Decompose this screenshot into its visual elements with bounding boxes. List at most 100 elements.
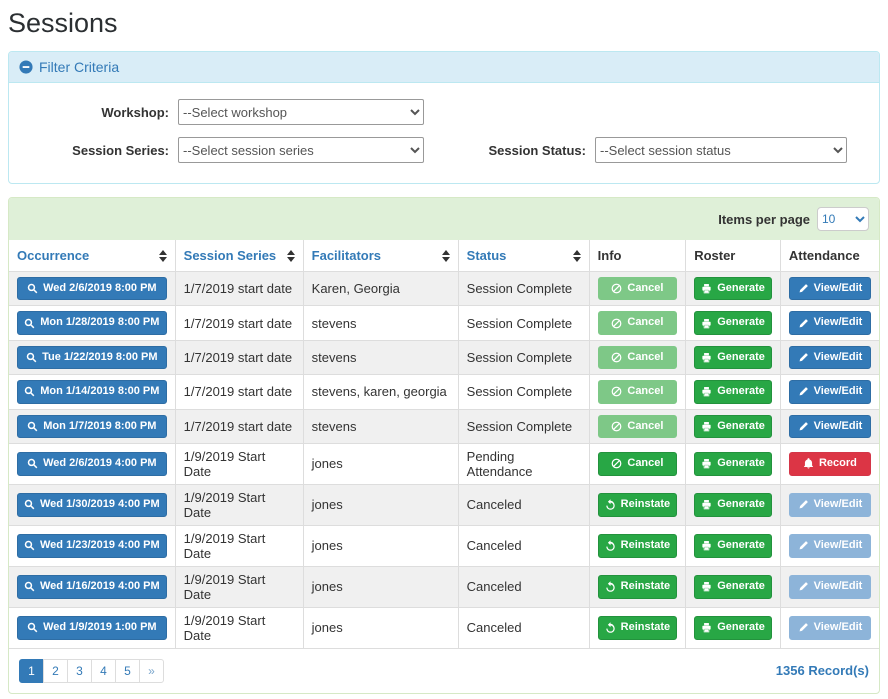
occurrence-cell: Wed 1/9/2019 1:00 PM	[9, 607, 175, 648]
record-attendance-button[interactable]: Record	[789, 452, 871, 475]
generate-roster-button[interactable]: Generate	[694, 616, 772, 639]
attendance-button-label: View/Edit	[814, 281, 863, 296]
view-edit-attendance-button: View/Edit	[789, 534, 871, 557]
roster-button-label: Generate	[717, 384, 765, 399]
view-edit-attendance-button[interactable]: View/Edit	[789, 415, 871, 438]
sort-icon[interactable]	[442, 250, 450, 262]
generate-roster-button[interactable]: Generate	[694, 575, 772, 598]
filter-criteria-header[interactable]: Filter Criteria	[9, 52, 879, 83]
sort-icon[interactable]	[159, 250, 167, 262]
pagination-page-3[interactable]: 3	[67, 659, 92, 683]
column-header-session-series[interactable]: Session Series	[175, 240, 303, 272]
info-cell: Cancel	[589, 306, 686, 340]
pagination-page-5[interactable]: 5	[115, 659, 140, 683]
printer-icon	[701, 540, 712, 551]
info-cell: Cancel	[589, 272, 686, 306]
search-icon	[26, 352, 37, 363]
cancel-button: Cancel	[598, 311, 678, 334]
ban-icon	[611, 386, 622, 397]
attendance-cell: View/Edit	[780, 484, 879, 525]
occurrence-button[interactable]: Wed 1/23/2019 4:00 PM	[17, 534, 167, 557]
attendance-cell: View/Edit	[780, 525, 879, 566]
minus-circle-icon[interactable]	[19, 60, 33, 74]
session-series-cell: 1/9/2019 Start Date	[175, 566, 303, 607]
roster-cell: Generate	[686, 306, 781, 340]
generate-roster-button[interactable]: Generate	[694, 493, 772, 516]
status-cell: Canceled	[458, 607, 589, 648]
pencil-icon	[798, 352, 809, 363]
session-series-select[interactable]: --Select session series	[178, 137, 424, 163]
pagination-page-2[interactable]: 2	[43, 659, 68, 683]
printer-icon	[701, 458, 712, 469]
status-cell: Session Complete	[458, 409, 589, 443]
occurrence-label: Wed 1/23/2019 4:00 PM	[40, 538, 160, 553]
table-row: Wed 1/9/2019 1:00 PM 1/9/2019 Start Date…	[9, 607, 879, 648]
occurrence-button[interactable]: Wed 1/9/2019 1:00 PM	[17, 616, 167, 639]
pencil-icon	[798, 421, 809, 432]
occurrence-button[interactable]: Tue 1/22/2019 8:00 PM	[17, 346, 167, 369]
generate-roster-button[interactable]: Generate	[694, 311, 772, 334]
sort-icon[interactable]	[573, 250, 581, 262]
reinstate-button[interactable]: Reinstate	[598, 616, 678, 639]
pagination-page-4[interactable]: 4	[91, 659, 116, 683]
roster-cell: Generate	[686, 375, 781, 409]
generate-roster-button[interactable]: Generate	[694, 346, 772, 369]
info-cell: Reinstate	[589, 566, 686, 607]
column-header-occurrence[interactable]: Occurrence	[9, 240, 175, 272]
sort-icon[interactable]	[287, 250, 295, 262]
pagination-page-1[interactable]: 1	[19, 659, 44, 683]
workshop-select[interactable]: --Select workshop	[178, 99, 424, 125]
pencil-icon	[798, 622, 809, 633]
occurrence-button[interactable]: Mon 1/28/2019 8:00 PM	[17, 311, 167, 334]
view-edit-attendance-button[interactable]: View/Edit	[789, 277, 871, 300]
column-header-status[interactable]: Status	[458, 240, 589, 272]
occurrence-button[interactable]: Mon 1/7/2019 8:00 PM	[17, 415, 167, 438]
occurrence-button[interactable]: Wed 1/16/2019 4:00 PM	[17, 575, 167, 598]
roster-button-label: Generate	[717, 620, 765, 635]
occurrence-button[interactable]: Wed 1/30/2019 4:00 PM	[17, 493, 167, 516]
roster-cell: Generate	[686, 272, 781, 306]
reinstate-button[interactable]: Reinstate	[598, 493, 678, 516]
printer-icon	[701, 352, 712, 363]
bell-icon	[803, 458, 814, 469]
undo-icon	[605, 581, 616, 592]
printer-icon	[701, 386, 712, 397]
occurrence-cell: Wed 1/30/2019 4:00 PM	[9, 484, 175, 525]
session-series-cell: 1/9/2019 Start Date	[175, 443, 303, 484]
occurrence-cell: Mon 1/14/2019 8:00 PM	[9, 375, 175, 409]
column-header-facilitators[interactable]: Facilitators	[303, 240, 458, 272]
attendance-button-label: View/Edit	[814, 579, 863, 594]
generate-roster-button[interactable]: Generate	[694, 380, 772, 403]
occurrence-cell: Mon 1/28/2019 8:00 PM	[9, 306, 175, 340]
generate-roster-button[interactable]: Generate	[694, 534, 772, 557]
roster-button-label: Generate	[717, 538, 765, 553]
filter-criteria-title: Filter Criteria	[39, 59, 119, 75]
items-per-page-select[interactable]: 10	[817, 207, 869, 231]
info-button-label: Reinstate	[621, 497, 671, 512]
occurrence-cell: Mon 1/7/2019 8:00 PM	[9, 409, 175, 443]
printer-icon	[701, 499, 712, 510]
occurrence-button[interactable]: Wed 2/6/2019 4:00 PM	[17, 452, 167, 475]
reinstate-button[interactable]: Reinstate	[598, 534, 678, 557]
status-cell: Canceled	[458, 566, 589, 607]
view-edit-attendance-button[interactable]: View/Edit	[789, 380, 871, 403]
generate-roster-button[interactable]: Generate	[694, 277, 772, 300]
view-edit-attendance-button[interactable]: View/Edit	[789, 311, 871, 334]
occurrence-cell: Tue 1/22/2019 8:00 PM	[9, 340, 175, 374]
generate-roster-button[interactable]: Generate	[694, 452, 772, 475]
session-series-cell: 1/7/2019 start date	[175, 340, 303, 374]
info-button-label: Reinstate	[621, 579, 671, 594]
roster-cell: Generate	[686, 409, 781, 443]
roster-button-label: Generate	[717, 315, 765, 330]
occurrence-button[interactable]: Mon 1/14/2019 8:00 PM	[17, 380, 167, 403]
occurrence-button[interactable]: Wed 2/6/2019 8:00 PM	[17, 277, 167, 300]
reinstate-button[interactable]: Reinstate	[598, 575, 678, 598]
cancel-button[interactable]: Cancel	[598, 452, 678, 475]
session-series-cell: 1/7/2019 start date	[175, 272, 303, 306]
cancel-button: Cancel	[598, 380, 678, 403]
pagination-next-button[interactable]: »	[139, 659, 164, 683]
table-row: Mon 1/7/2019 8:00 PM 1/7/2019 start date…	[9, 409, 879, 443]
view-edit-attendance-button[interactable]: View/Edit	[789, 346, 871, 369]
generate-roster-button[interactable]: Generate	[694, 415, 772, 438]
session-status-select[interactable]: --Select session status	[595, 137, 847, 163]
